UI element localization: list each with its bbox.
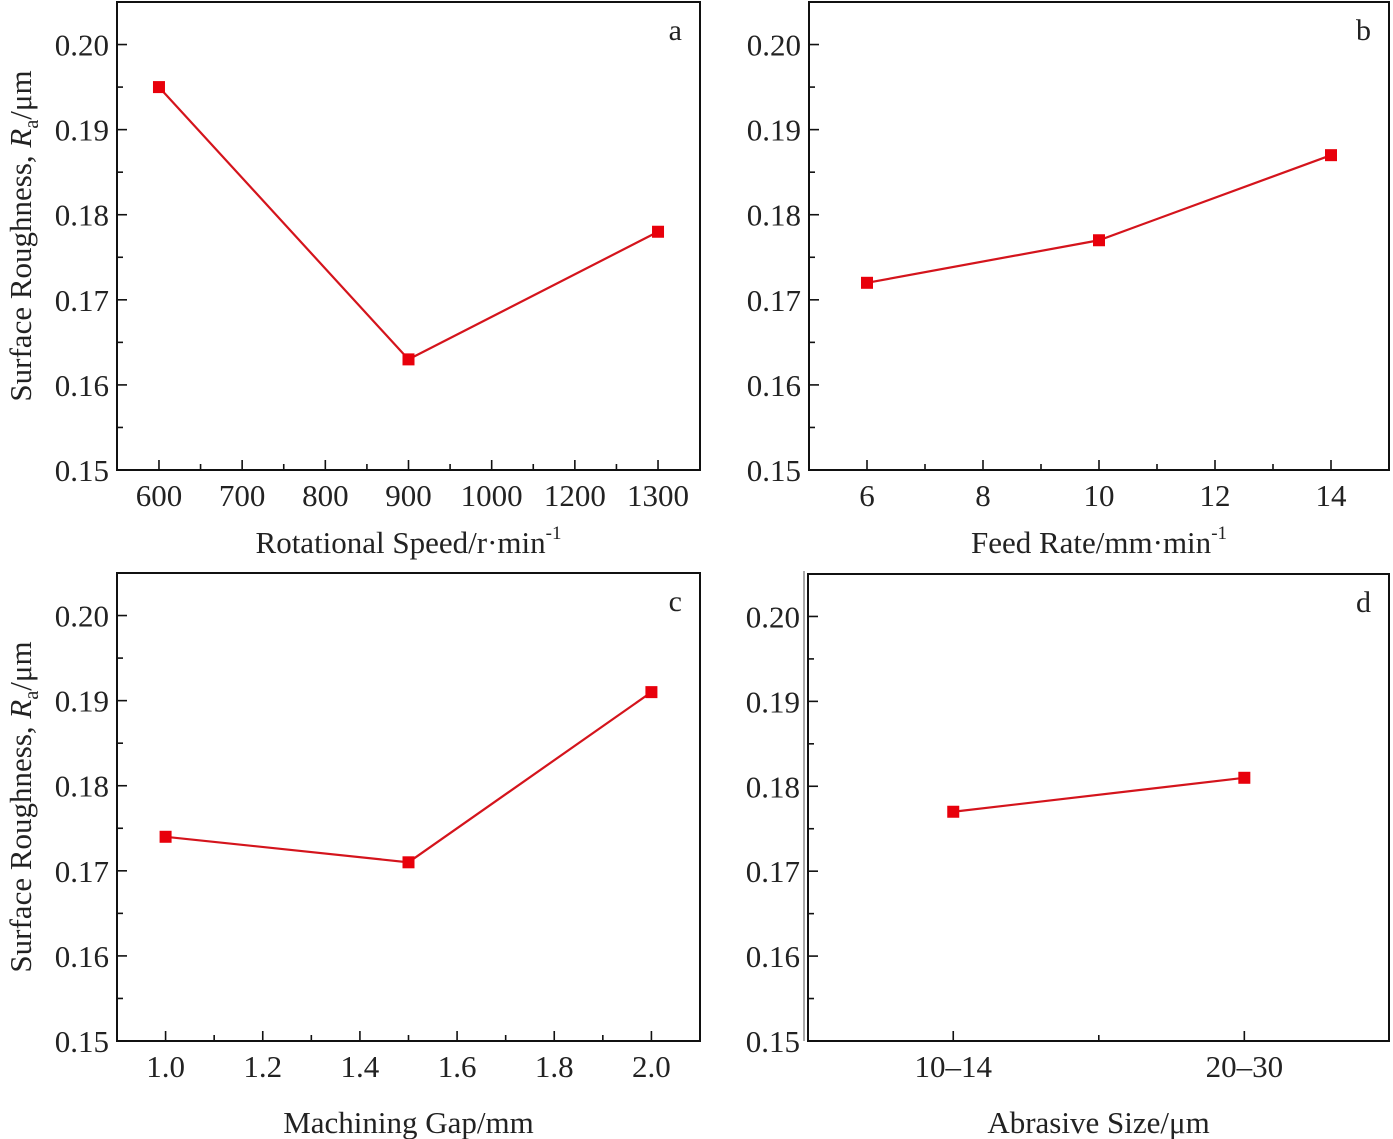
y-tick-label: 0.18 bbox=[55, 769, 109, 804]
y-tick-label: 0.16 bbox=[746, 939, 800, 974]
y-axis-title-symbol: R bbox=[3, 700, 38, 720]
x-axis-title-superscript: -1 bbox=[1211, 523, 1227, 544]
x-axis-title-text: Rotational Speed/r·min bbox=[256, 525, 547, 560]
x-axis-title-superscript: -1 bbox=[546, 523, 562, 544]
plot-frame bbox=[116, 572, 701, 1042]
x-axis-title-text: Abrasive Size/μm bbox=[987, 1105, 1209, 1139]
y-tick-label: 0.20 bbox=[55, 599, 109, 634]
panel-c: 0.15 0.16 0.17 0.18 0.19 0.20 1.0 1.2 1.4 1.6 1.8 2… bbox=[3, 572, 701, 1139]
panel-b: 0.15 0.16 0.17 0.18 0.19 0.20 6 8 10 12 14 Feed Rat… bbox=[747, 1, 1390, 560]
x-tick-label: 8 bbox=[975, 478, 991, 513]
y-axis-title-subscript: a bbox=[21, 691, 43, 700]
data-point-marker bbox=[1093, 234, 1105, 247]
panel-letter: c bbox=[669, 585, 682, 618]
data-point-marker bbox=[1238, 771, 1251, 784]
y-axis-title-symbol: R bbox=[3, 129, 38, 149]
y-tick-label: 0.18 bbox=[746, 769, 800, 804]
y-tick-label: 0.15 bbox=[55, 1024, 109, 1059]
y-axis-title-unit: /μm bbox=[3, 641, 38, 690]
x-tick-label: 1.4 bbox=[341, 1049, 380, 1084]
y-axis-title-prefix: Surface Roughness, bbox=[3, 148, 38, 402]
y-tick-label: 0.15 bbox=[747, 453, 801, 488]
y-tick-label: 0.15 bbox=[746, 1024, 800, 1059]
y-tick-label: 0.18 bbox=[747, 198, 801, 233]
x-tick-label: 600 bbox=[136, 478, 183, 513]
x-axis-title: Abrasive Size/μm bbox=[987, 1105, 1209, 1139]
x-tick-label: 10–14 bbox=[915, 1049, 993, 1084]
y-axis-title: Surface Roughness, Ra/μm bbox=[3, 641, 43, 972]
y-axis-title-prefix: Surface Roughness, bbox=[3, 719, 38, 973]
y-tick-label: 0.16 bbox=[747, 368, 801, 403]
y-tick-label: 0.20 bbox=[746, 599, 800, 634]
x-tick-label: 1300 bbox=[627, 478, 689, 513]
x-tick-label: 10 bbox=[1084, 478, 1115, 513]
x-tick-label: 900 bbox=[385, 478, 432, 513]
x-tick-label: 20–30 bbox=[1206, 1049, 1284, 1084]
y-tick-label: 0.20 bbox=[747, 28, 801, 63]
y-axis-title-unit: /μm bbox=[3, 70, 38, 119]
y-tick-label: 0.19 bbox=[55, 113, 109, 148]
x-tick-label: 14 bbox=[1316, 478, 1348, 513]
series-line bbox=[866, 154, 1332, 284]
data-point-marker bbox=[652, 225, 665, 238]
plot-frame bbox=[116, 1, 701, 471]
panel-letter: a bbox=[669, 14, 682, 47]
x-axis-title-text: Machining Gap/mm bbox=[283, 1105, 534, 1139]
plot-frame bbox=[807, 573, 1390, 1042]
y-tick-label: 0.20 bbox=[55, 28, 109, 63]
y-tick-label: 0.19 bbox=[55, 684, 109, 719]
y-tick-label: 0.19 bbox=[746, 684, 800, 719]
panel-letter: d bbox=[1356, 586, 1371, 619]
y-tick-label: 0.17 bbox=[55, 854, 109, 889]
x-tick-label: 1.8 bbox=[535, 1049, 574, 1084]
data-point-marker bbox=[645, 686, 658, 699]
y-tick-label: 0.17 bbox=[746, 854, 800, 889]
x-tick-label: 1.0 bbox=[146, 1049, 185, 1084]
x-tick-label: 1.6 bbox=[438, 1049, 477, 1084]
panel-d: 0.15 0.16 0.17 0.18 0.19 0.20 10–14 20–30 Abrasi… bbox=[746, 571, 1390, 1139]
series-line bbox=[165, 691, 653, 864]
panel-letter: b bbox=[1356, 14, 1371, 47]
x-tick-label: 12 bbox=[1200, 478, 1231, 513]
y-tick-label: 0.17 bbox=[55, 283, 109, 318]
x-tick-label: 1000 bbox=[461, 478, 523, 513]
data-point-marker bbox=[861, 276, 873, 289]
y-tick-label: 0.18 bbox=[55, 198, 109, 233]
x-tick-label: 800 bbox=[302, 478, 349, 513]
y-tick-label: 0.16 bbox=[55, 939, 109, 974]
data-point-marker bbox=[947, 805, 960, 818]
y-axis-title-subscript: a bbox=[21, 120, 43, 129]
series-line bbox=[158, 86, 659, 361]
x-axis-title: Feed Rate/mm·min-1 bbox=[971, 523, 1227, 560]
x-tick-label: 1.2 bbox=[243, 1049, 282, 1084]
data-point-marker bbox=[152, 81, 165, 94]
y-tick-label: 0.16 bbox=[55, 368, 109, 403]
panel-a: 0.15 0.16 0.17 0.18 0.19 0.20 600 700 800 900 1000… bbox=[3, 1, 701, 560]
y-tick-label: 0.15 bbox=[55, 453, 109, 488]
x-axis-title: Rotational Speed/r·min-1 bbox=[256, 523, 562, 560]
x-tick-label: 1200 bbox=[544, 478, 606, 513]
series-line bbox=[953, 776, 1245, 813]
data-point-marker bbox=[1325, 149, 1337, 162]
x-tick-label: 700 bbox=[219, 478, 266, 513]
y-tick-label: 0.17 bbox=[747, 283, 801, 318]
data-point-marker bbox=[159, 830, 172, 843]
y-axis-title: Surface Roughness, Ra/μm bbox=[3, 70, 43, 401]
data-point-marker bbox=[402, 353, 415, 366]
y-tick-label: 0.19 bbox=[747, 113, 801, 148]
x-tick-label: 2.0 bbox=[632, 1049, 671, 1084]
x-axis-title: Machining Gap/mm bbox=[283, 1105, 534, 1139]
x-axis-title-text: Feed Rate/mm·min bbox=[971, 525, 1212, 560]
x-tick-label: 6 bbox=[859, 478, 875, 513]
data-point-marker bbox=[402, 856, 415, 869]
